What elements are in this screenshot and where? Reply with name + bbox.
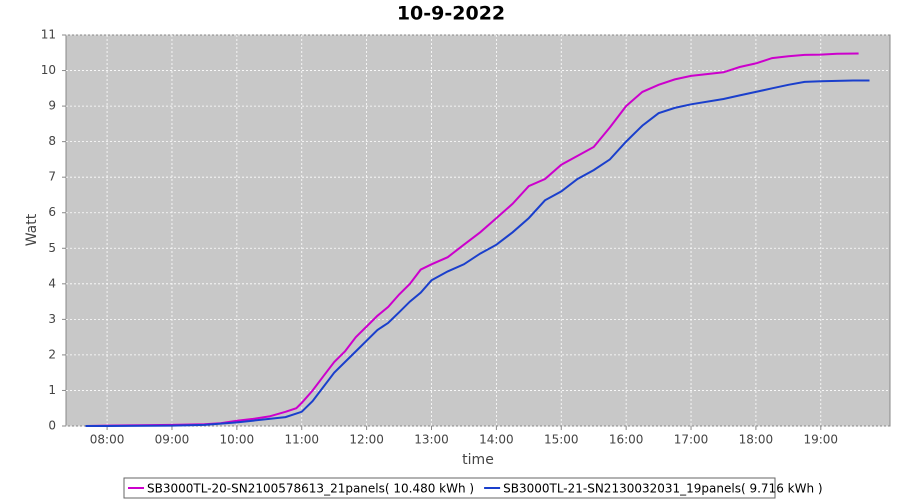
x-tick-label: 11:00 bbox=[284, 433, 319, 447]
x-tick-label: 12:00 bbox=[349, 433, 384, 447]
y-tick-label: 11 bbox=[41, 28, 56, 42]
y-tick-label: 2 bbox=[48, 347, 56, 361]
series-line bbox=[85, 79, 870, 427]
x-tick-label: 19:00 bbox=[803, 433, 838, 447]
x-tick-label: 10:00 bbox=[220, 433, 255, 447]
x-axis-label: time bbox=[462, 452, 494, 468]
x-tick-label: 17:00 bbox=[674, 433, 709, 447]
y-tick-label: 10 bbox=[41, 63, 56, 77]
y-axis-label: Watt bbox=[24, 213, 40, 246]
y-tick-label: 1 bbox=[48, 383, 56, 397]
y-tick-label: 9 bbox=[48, 99, 56, 113]
x-tick-label: 15:00 bbox=[544, 433, 579, 447]
y-tick-label: 7 bbox=[48, 170, 56, 184]
plot-area bbox=[65, 34, 891, 427]
y-tick-label: 8 bbox=[48, 134, 56, 148]
x-tick-label: 08:00 bbox=[90, 433, 125, 447]
x-tick-label: 16:00 bbox=[609, 433, 644, 447]
x-tick-label: 18:00 bbox=[739, 433, 774, 447]
x-tick-label: 14:00 bbox=[479, 433, 514, 447]
legend-label: SB3000TL-20-SN2100578613_21panels( 10.48… bbox=[147, 482, 474, 496]
y-tick-label: 6 bbox=[48, 205, 56, 219]
y-tick-label: 0 bbox=[48, 419, 56, 433]
chart-title: 10-9-2022 bbox=[397, 3, 505, 25]
y-tick-label: 5 bbox=[48, 241, 56, 255]
x-tick-label: 09:00 bbox=[155, 433, 190, 447]
x-tick-label: 13:00 bbox=[414, 433, 449, 447]
legend bbox=[123, 477, 776, 499]
series-line bbox=[85, 52, 859, 427]
legend-label: SB3000TL-21-SN2130032031_19panels( 9.716… bbox=[503, 482, 822, 496]
y-tick-label: 3 bbox=[48, 312, 56, 326]
y-tick-label: 4 bbox=[48, 276, 56, 290]
